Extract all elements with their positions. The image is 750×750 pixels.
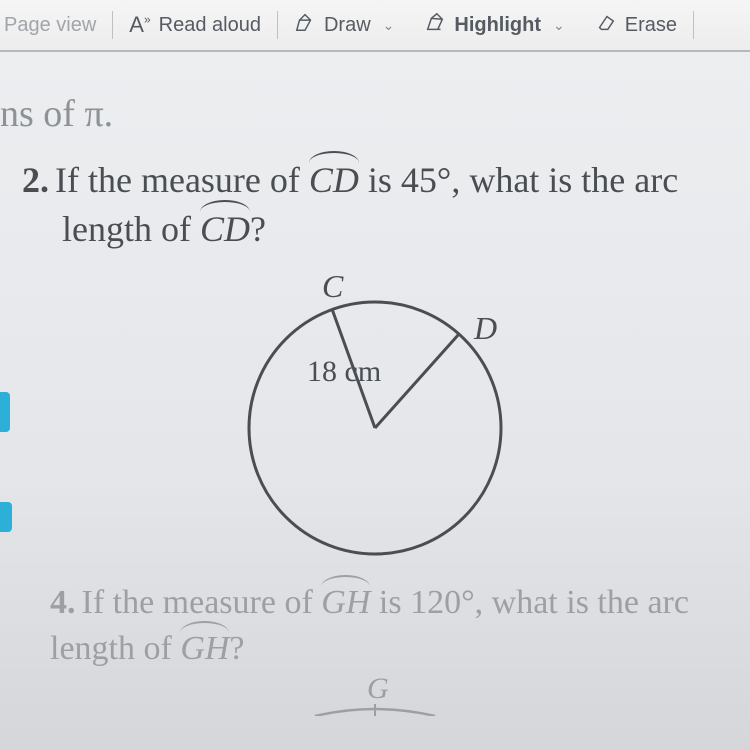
- divider: [693, 11, 694, 39]
- label-g: G: [367, 676, 389, 705]
- page-view-label: Page view: [4, 14, 96, 37]
- q2-text-c: length of: [62, 209, 200, 249]
- q2-text-b: is 45°, what is the arc: [359, 160, 678, 200]
- read-aloud-icon: A»: [129, 12, 150, 38]
- arc-cd2-label: CD: [200, 209, 250, 249]
- arc-gh2-label: GH: [180, 630, 229, 667]
- erase-icon: [595, 11, 617, 39]
- label-d: D: [473, 310, 497, 346]
- question-number: 2.: [22, 160, 49, 200]
- question-2: 2.If the measure of CD is 45°, what is t…: [22, 156, 750, 253]
- divider: [112, 11, 113, 39]
- q4-text-a: If the measure of: [82, 584, 322, 621]
- draw-button[interactable]: Draw ⌄: [280, 0, 408, 50]
- question-number: 4.: [50, 584, 76, 621]
- chevron-down-icon: ⌄: [553, 17, 565, 34]
- divider: [277, 11, 278, 39]
- arc-cd-label: CD: [309, 160, 359, 200]
- toolbar: Page view A» Read aloud Draw ⌄ Highlight…: [0, 0, 750, 52]
- radius-label: 18 cm: [307, 355, 381, 388]
- arc-gh: GH: [321, 580, 370, 626]
- q4-text-d: ?: [229, 630, 244, 667]
- highlight-label: Highlight: [454, 14, 541, 37]
- read-aloud-label: Read aloud: [159, 14, 261, 37]
- highlighter-icon: [424, 11, 446, 39]
- g-fragment: G: [0, 676, 750, 721]
- q4-text-c: length of: [50, 630, 180, 667]
- page-view-button[interactable]: Page view: [4, 0, 110, 50]
- label-c: C: [322, 268, 344, 304]
- circle-figure: C D 18 cm: [0, 263, 750, 568]
- side-tab[interactable]: [0, 502, 12, 532]
- erase-button[interactable]: Erase: [581, 0, 691, 50]
- arc-gh-label: GH: [321, 584, 370, 621]
- q2-text-d: ?: [250, 209, 266, 249]
- question-4: 4.If the measure of GH is 120°, what is …: [50, 580, 750, 672]
- arc-gh2: GH: [180, 626, 229, 672]
- draw-label: Draw: [324, 14, 371, 37]
- q2-text-a: If the measure of: [55, 160, 309, 200]
- read-aloud-button[interactable]: A» Read aloud: [115, 0, 275, 50]
- arc-cd: CD: [309, 156, 359, 205]
- erase-label: Erase: [625, 14, 677, 37]
- fragment-text: ns of π.: [0, 92, 750, 136]
- side-tab[interactable]: [0, 392, 10, 432]
- q4-text-b: is 120°, what is the arc: [370, 584, 689, 621]
- pen-icon: [294, 11, 316, 39]
- document-content: ns of π. 2.If the measure of CD is 45°, …: [0, 52, 750, 750]
- chevron-down-icon: ⌄: [383, 17, 395, 34]
- highlight-button[interactable]: Highlight ⌄: [410, 0, 578, 50]
- arc-cd2: CD: [200, 205, 250, 254]
